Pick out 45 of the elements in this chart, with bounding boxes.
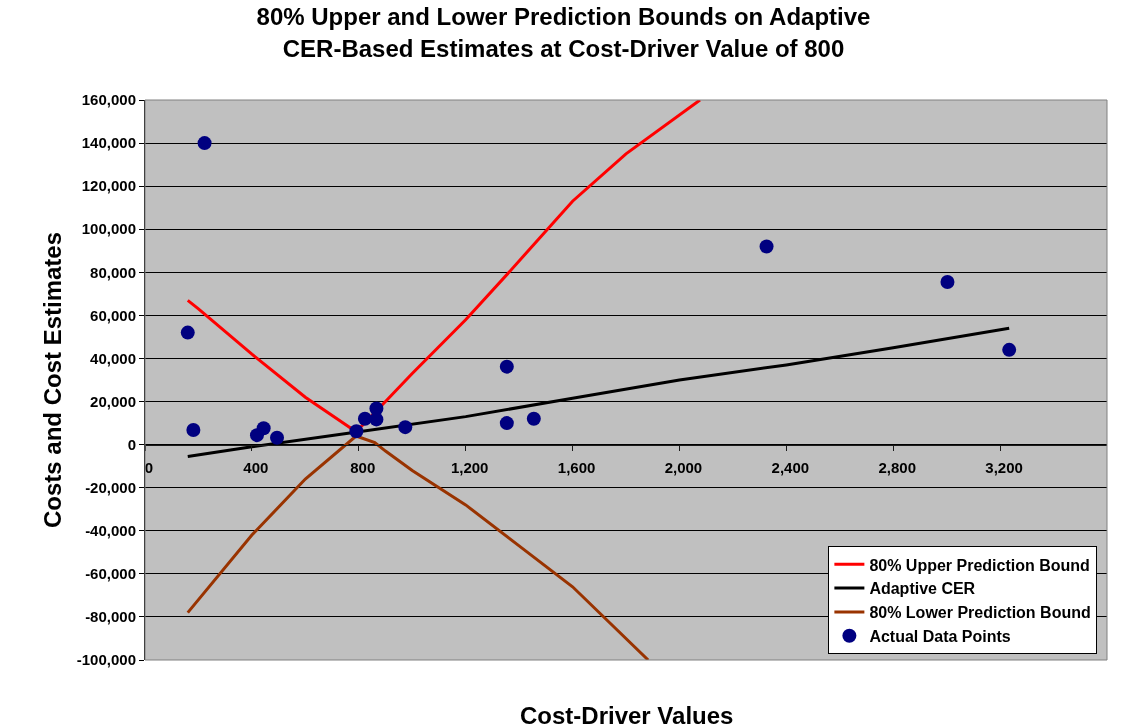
point [940, 275, 955, 289]
x-tick-label: 2,800 [878, 458, 916, 476]
legend-label: Adaptive CER [869, 580, 976, 598]
y-tick-label: -100,000 [76, 651, 136, 669]
point [1002, 342, 1017, 357]
legend-label: Actual Data Points [869, 627, 1011, 645]
y-axis-title: Costs and Cost Estimates [38, 231, 66, 529]
point [186, 422, 201, 437]
point [526, 411, 541, 426]
legend-label: 80% Upper Prediction Bound [869, 556, 1090, 574]
point [197, 136, 212, 151]
y-tick-label: -40,000 [85, 522, 136, 540]
point [349, 424, 364, 439]
y-tick-label: 140,000 [81, 134, 136, 152]
point [357, 411, 372, 426]
point [256, 421, 271, 436]
point [369, 412, 384, 427]
y-tick-label: 80,000 [90, 263, 136, 281]
x-tick-label: 2,400 [771, 458, 810, 476]
y-tick-label: 120,000 [81, 177, 136, 195]
x-tick-label: 800 [350, 458, 376, 476]
point [499, 416, 514, 431]
point [499, 359, 514, 374]
y-tick-label: 20,000 [90, 392, 136, 410]
point [180, 325, 195, 340]
x-tick-label: 0 [144, 458, 154, 476]
y-tick-label: 0 [127, 435, 136, 453]
point [759, 239, 774, 254]
x-tick-label: 1,200 [450, 458, 489, 476]
y-tick-label: 100,000 [81, 220, 136, 238]
y-tick-label: -20,000 [85, 478, 136, 496]
x-tick-label: 3,200 [985, 458, 1023, 476]
y-tick-label: 60,000 [90, 306, 136, 324]
point [270, 430, 285, 445]
y-tick-label: -60,000 [85, 565, 136, 583]
x-tick-label: 400 [243, 458, 269, 476]
x-tick-label: 2,000 [664, 458, 703, 476]
chart-title: 80% Upper and Lower Prediction Bounds on Adaptive CER-Based Estimates at Cost-Driver Value of 800 [256, 3, 871, 62]
y-tick-label: 160,000 [81, 91, 136, 109]
y-tick-label: 40,000 [90, 349, 136, 367]
legend-label: 80% Lower Prediction Bound [869, 604, 1091, 622]
y-tick-label: -80,000 [85, 608, 136, 626]
x-tick-label: 1,600 [557, 458, 596, 476]
x-axis-title: Cost-Driver Values [520, 702, 734, 725]
point [398, 420, 413, 435]
